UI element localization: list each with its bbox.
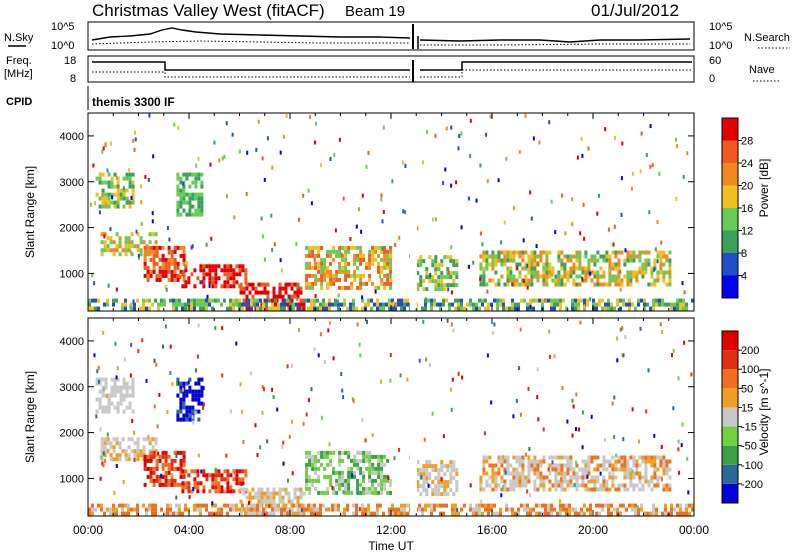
freq-panel: Freq. [MHz] 18 8 60 0 Nave: [4, 55, 780, 85]
y-tick-label: 3000: [60, 382, 84, 394]
colorbar-tick-label: -100: [741, 460, 763, 472]
noise-right-tick-bottom: 10^0: [709, 40, 733, 52]
y-tick-label: 4000: [60, 336, 84, 348]
power-colorbar-label: Power [dB]: [757, 159, 771, 218]
colorbar-segment: [722, 331, 738, 351]
nave-tick-60: 60: [709, 55, 721, 67]
noise-left-tick-bottom: 10^0: [51, 40, 75, 52]
y-tick-label: 4000: [60, 131, 84, 143]
x-tick-label: 16:00: [477, 523, 507, 537]
freq-label-2: [MHz]: [4, 68, 33, 80]
cpid-panel: CPID themis 3300 IF: [6, 86, 175, 110]
freq-trace: [92, 61, 692, 71]
colorbar-tick-label: -200: [741, 479, 763, 491]
noise-right-tick-top: 10^5: [709, 21, 733, 33]
noise-search-trace: [91, 40, 690, 46]
freq-tick-8: 8: [70, 73, 76, 85]
colorbar-tick-label: 100: [741, 364, 759, 376]
power-heatmap-cells: [88, 113, 694, 311]
nave-trace: [92, 69, 692, 78]
y-tick-label: 3000: [60, 177, 84, 189]
colorbar-segment: [722, 140, 738, 163]
power-x-ticks: [87, 113, 695, 311]
colorbar-tick-label: 16: [741, 203, 753, 215]
x-tick-label: 08:00: [275, 523, 305, 537]
colorbar-tick-label: -50: [741, 441, 757, 453]
noise-left-label: N.Sky: [4, 32, 34, 44]
colorbar-segment: [722, 426, 738, 446]
colorbar-tick-label: 28: [741, 136, 753, 148]
colorbar-tick-label: 15: [741, 402, 753, 414]
colorbar-segment: [722, 350, 738, 370]
noise-panel: N.Sky 10^5 10^0 10^5 10^0 N.Search: [4, 21, 790, 52]
power-y-axis-label: Slant Range [km]: [23, 166, 37, 258]
velocity-colorbar-label: Velocity [m s^-1]: [757, 369, 771, 456]
noise-sky-trace: [91, 27, 691, 43]
y-tick-label: 2000: [60, 223, 84, 235]
x-axis-label: Time UT: [368, 539, 414, 553]
beam-label: Beam 19: [345, 3, 405, 20]
colorbar-tick-label: -15: [741, 422, 757, 434]
colorbar-tick-label: 20: [741, 181, 753, 193]
freq-tick-18: 18: [64, 55, 76, 67]
x-tick-label: 00:00: [679, 523, 709, 537]
cpid-label: CPID: [6, 96, 32, 108]
colorbar-segment: [722, 388, 738, 408]
colorbar-segment: [722, 407, 738, 427]
cpid-program: themis 3300 IF: [92, 95, 175, 109]
noise-right-label: N.Search: [744, 32, 790, 44]
x-tick-label: 20:00: [578, 523, 608, 537]
freq-label-1: Freq.: [6, 55, 32, 67]
x-tick-label: 00:00: [73, 523, 103, 537]
nave-label: Nave: [749, 64, 775, 76]
colorbar-tick-label: 24: [741, 158, 753, 170]
colorbar-tick-label: 4: [741, 271, 747, 283]
power-colorbar: 4 8 12 16 20 24 28: [721, 117, 753, 299]
colorbar-segment: [722, 163, 738, 186]
colorbar-segment: [722, 445, 738, 465]
colorbar-tick-label: 8: [741, 248, 747, 260]
colorbar-segment: [722, 369, 738, 389]
velocity-heatmap-cells: [88, 318, 694, 516]
colorbar-segment: [722, 483, 738, 503]
velocity-heatmap-panel: 1000 2000 3000 4000 00:00 04:00 08:00 12:00 16:…: [23, 317, 771, 553]
colorbar-tick-label: 200: [741, 345, 759, 357]
colorbar-tick-label: 50: [741, 383, 753, 395]
colorbar-tick-label: 12: [741, 226, 753, 238]
station-title: Christmas Valley West (fitACF): [92, 1, 325, 20]
y-tick-label: 1000: [60, 473, 84, 485]
colorbar-segment: [722, 253, 738, 276]
velocity-x-ticks: 00:00 04:00 08:00 12:00 16:00 20:00 00:00: [73, 318, 709, 537]
colorbar-segment: [722, 275, 738, 298]
velocity-y-axis-label: Slant Range [km]: [23, 371, 37, 463]
colorbar-segment: [722, 185, 738, 208]
power-y-ticks: 1000 2000 3000 4000: [60, 131, 694, 280]
velocity-y-ticks: 1000 2000 3000 4000: [60, 336, 694, 485]
colorbar-segment: [722, 230, 738, 253]
x-tick-label: 12:00: [376, 523, 406, 537]
date-label: 01/Jul/2012: [591, 1, 679, 20]
colorbar-segment: [722, 208, 738, 231]
y-tick-label: 1000: [60, 268, 84, 280]
velocity-colorbar: 200 100 50 15 -15 -50 -100 -200: [721, 330, 763, 504]
power-heatmap-panel: 1000 2000 3000 4000 Slant Range [km] 4 8 12 16…: [23, 112, 771, 312]
colorbar-segment: [722, 118, 738, 141]
x-tick-label: 04:00: [174, 523, 204, 537]
nave-tick-0: 0: [709, 73, 715, 85]
y-tick-label: 2000: [60, 428, 84, 440]
colorbar-segment: [722, 464, 738, 484]
noise-left-tick-top: 10^5: [51, 21, 75, 33]
